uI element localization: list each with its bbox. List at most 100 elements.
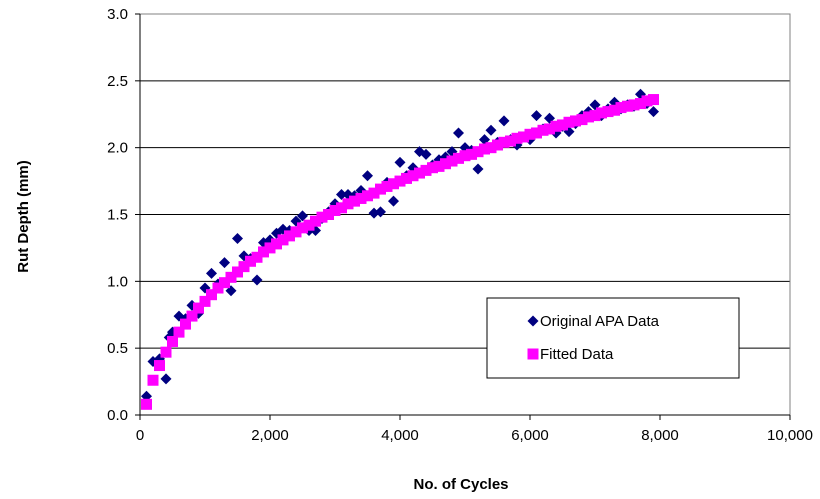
- data-point-square: [433, 160, 445, 172]
- data-point-square: [615, 102, 627, 114]
- data-point-square: [251, 251, 263, 263]
- data-point-square: [518, 131, 529, 143]
- data-point-square: [180, 318, 191, 330]
- data-point-square: [550, 120, 562, 132]
- data-point-square: [154, 360, 165, 372]
- data-point-diamond: [485, 124, 497, 136]
- data-point-square: [264, 242, 276, 254]
- data-point-square: [544, 123, 555, 135]
- legend-label: Fitted Data: [540, 346, 614, 363]
- data-point-square: [401, 172, 412, 184]
- data-point-square: [531, 127, 542, 139]
- axes: 0.0 0.5 1.0 1.5 2.0 2.5 3.0 0 2,000 4,000 6,000 8,0…: [107, 6, 813, 444]
- data-point-diamond: [472, 163, 484, 175]
- data-point-square: [440, 158, 451, 170]
- data-point-square: [219, 277, 230, 289]
- data-point-diamond: [336, 188, 347, 200]
- data-point-square: [284, 230, 295, 242]
- data-point-diamond: [362, 170, 373, 182]
- y-tick-label: 1.5: [107, 207, 128, 224]
- legend-marker-diamond: [527, 315, 539, 327]
- data-point-diamond: [375, 206, 386, 218]
- y-tick-label: 2.5: [107, 73, 128, 90]
- data-point-square: [277, 234, 289, 246]
- data-point-diamond: [394, 156, 406, 168]
- data-point-diamond: [453, 127, 464, 139]
- x-tick-label: 2,000: [251, 427, 289, 444]
- data-point-square: [570, 115, 581, 127]
- data-point-square: [342, 198, 354, 210]
- data-point-diamond: [251, 274, 263, 286]
- data-point-square: [310, 215, 321, 227]
- data-point-square: [472, 146, 484, 158]
- legend-box: [486, 297, 740, 379]
- data-point-square: [167, 335, 178, 347]
- data-point-square: [160, 346, 172, 358]
- data-point-square: [303, 219, 315, 231]
- data-point-diamond: [498, 115, 510, 127]
- data-point-square: [368, 187, 380, 199]
- data-point-square: [466, 148, 477, 160]
- data-point-square: [628, 99, 640, 111]
- legend-label: Original APA Data: [540, 313, 660, 330]
- data-point-square: [498, 136, 510, 148]
- data-point-square: [388, 178, 399, 190]
- data-point-diamond: [160, 373, 172, 385]
- x-axis-title: No. of Cycles: [413, 476, 508, 493]
- data-point-square: [206, 289, 217, 301]
- data-point-square: [336, 202, 347, 214]
- data-point-square: [648, 94, 659, 106]
- data-point-diamond: [531, 110, 542, 122]
- data-point-square: [485, 142, 497, 154]
- data-point-square: [576, 114, 588, 126]
- data-point-square: [511, 132, 523, 144]
- legend: Original APA Data Fitted Data: [486, 297, 740, 379]
- data-point-square: [583, 111, 594, 123]
- x-tick-label: 8,000: [641, 427, 679, 444]
- data-point-square: [323, 209, 334, 220]
- data-point-square: [199, 295, 211, 307]
- y-tick-label: 0.0: [107, 407, 128, 424]
- data-point-square: [147, 374, 159, 386]
- y-tick-label: 1.0: [107, 273, 128, 290]
- data-point-square: [349, 195, 360, 207]
- data-point-square: [641, 95, 653, 107]
- data-point-diamond: [297, 210, 308, 222]
- data-point-square: [563, 116, 575, 128]
- y-tick-label: 3.0: [107, 6, 128, 23]
- data-point-diamond: [388, 195, 399, 207]
- data-point-square: [407, 170, 419, 182]
- data-point-square: [329, 204, 341, 216]
- series-fitted-data: [141, 94, 659, 410]
- data-point-square: [479, 143, 490, 155]
- data-point-square: [609, 104, 620, 116]
- data-point-square: [173, 326, 185, 338]
- data-point-square: [446, 155, 458, 167]
- data-point-square: [394, 175, 406, 187]
- data-point-square: [537, 124, 549, 136]
- x-tick-label: 4,000: [381, 427, 419, 444]
- data-point-square: [225, 271, 237, 283]
- data-point-diamond: [238, 250, 250, 262]
- data-point-square: [355, 192, 367, 204]
- data-point-square: [420, 164, 432, 176]
- data-point-square: [271, 238, 282, 250]
- data-point-square: [238, 261, 250, 273]
- data-point-diamond: [232, 233, 243, 245]
- y-tick-label: 2.0: [107, 140, 128, 157]
- x-tick-label: 10,000: [767, 427, 813, 444]
- y-axis-title: Rut Depth (mm): [15, 160, 32, 273]
- data-point-square: [193, 302, 204, 314]
- x-tick-label: 6,000: [511, 427, 549, 444]
- data-point-square: [557, 119, 568, 131]
- y-tick-label: 0.5: [107, 340, 128, 357]
- data-point-diamond: [206, 267, 217, 279]
- data-point-square: [232, 266, 243, 278]
- data-point-square: [635, 98, 646, 110]
- data-point-square: [381, 180, 393, 192]
- data-point-diamond: [420, 148, 432, 160]
- data-point-square: [459, 150, 471, 162]
- data-point-diamond: [648, 106, 659, 118]
